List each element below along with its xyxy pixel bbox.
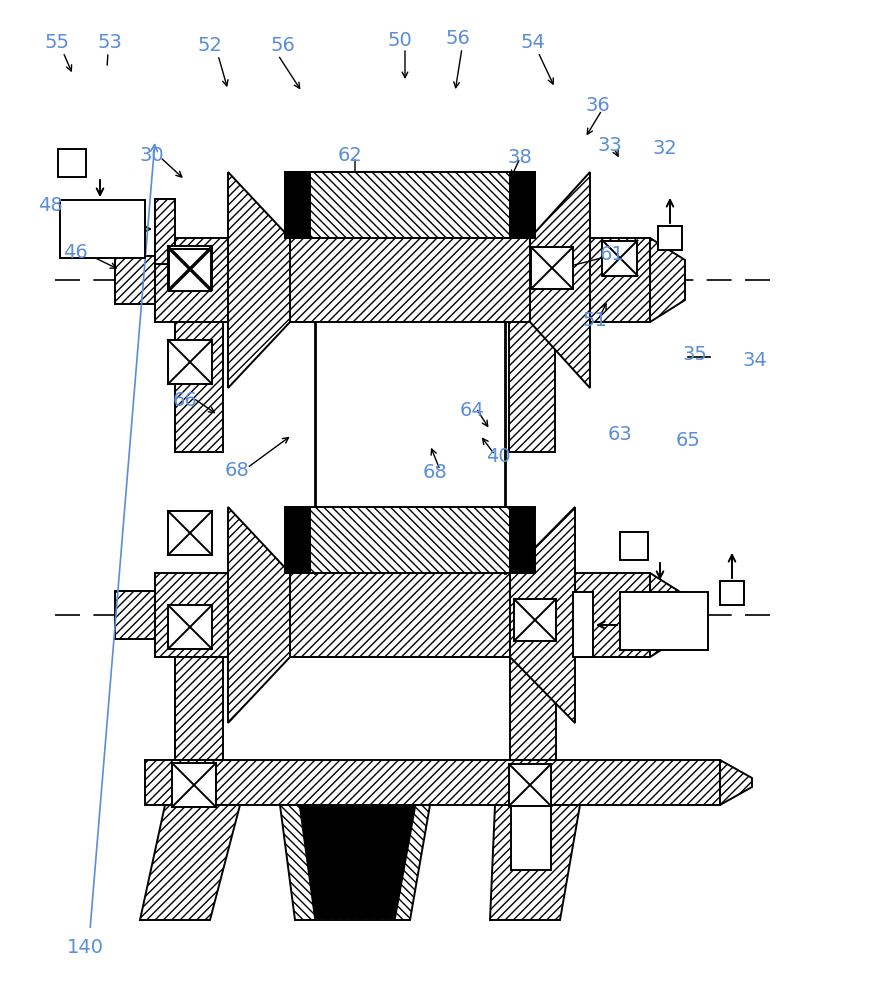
Bar — [510, 795, 551, 870]
Bar — [658, 226, 681, 250]
Polygon shape — [649, 238, 684, 322]
Text: 34: 34 — [742, 351, 766, 369]
Text: 48: 48 — [38, 196, 62, 215]
Text: 64: 64 — [459, 400, 484, 420]
Bar — [155, 199, 175, 264]
Bar — [619, 592, 707, 650]
Polygon shape — [719, 760, 752, 805]
Text: 63: 63 — [607, 424, 631, 444]
Polygon shape — [299, 807, 414, 918]
Text: 46: 46 — [62, 242, 87, 261]
Polygon shape — [115, 591, 155, 639]
Text: 50: 50 — [387, 31, 412, 50]
Bar — [175, 657, 223, 805]
Polygon shape — [310, 507, 509, 573]
Bar — [58, 149, 86, 177]
Polygon shape — [145, 760, 719, 805]
Bar — [168, 246, 212, 290]
Text: 56: 56 — [445, 29, 470, 48]
Bar — [168, 340, 212, 384]
Polygon shape — [509, 507, 574, 723]
Text: 55: 55 — [45, 33, 69, 52]
Polygon shape — [284, 172, 310, 238]
Text: 33: 33 — [597, 136, 622, 155]
Polygon shape — [529, 172, 589, 388]
Text: 66: 66 — [172, 390, 198, 410]
Polygon shape — [155, 238, 649, 322]
Bar — [530, 247, 572, 289]
Polygon shape — [509, 507, 535, 573]
Bar — [172, 763, 216, 807]
Text: 32: 32 — [651, 139, 677, 158]
Text: 140: 140 — [67, 938, 104, 957]
Bar — [572, 592, 593, 657]
Bar — [168, 605, 212, 649]
Text: 65: 65 — [675, 430, 700, 450]
Polygon shape — [509, 172, 535, 238]
Text: 56: 56 — [270, 36, 295, 55]
Bar — [168, 511, 212, 555]
Text: 52: 52 — [198, 36, 222, 55]
Text: 36: 36 — [585, 96, 609, 115]
Text: 61: 61 — [599, 245, 623, 264]
Bar — [619, 532, 647, 560]
Bar — [509, 657, 556, 805]
Polygon shape — [489, 805, 579, 920]
Polygon shape — [227, 172, 290, 388]
Polygon shape — [310, 172, 509, 238]
Polygon shape — [227, 507, 290, 723]
Bar — [169, 249, 211, 291]
Bar — [719, 581, 743, 605]
Text: 51: 51 — [582, 310, 607, 330]
Polygon shape — [140, 805, 240, 920]
Polygon shape — [284, 172, 535, 238]
Text: 68: 68 — [225, 460, 249, 480]
Bar — [60, 200, 145, 258]
Polygon shape — [280, 805, 429, 920]
Bar — [514, 599, 556, 641]
Polygon shape — [155, 573, 649, 657]
Bar — [175, 322, 223, 452]
Bar — [601, 240, 637, 275]
Polygon shape — [649, 573, 684, 657]
Text: 62: 62 — [337, 146, 362, 165]
Bar — [508, 322, 554, 452]
Text: 53: 53 — [97, 33, 122, 52]
Polygon shape — [284, 507, 310, 573]
Text: 40: 40 — [486, 446, 510, 466]
Text: 54: 54 — [520, 33, 545, 52]
Text: 38: 38 — [507, 148, 532, 167]
Polygon shape — [115, 256, 155, 304]
Text: 68: 68 — [422, 462, 447, 482]
Bar — [508, 764, 551, 806]
Text: 35: 35 — [682, 346, 707, 364]
Text: 30: 30 — [140, 146, 164, 165]
